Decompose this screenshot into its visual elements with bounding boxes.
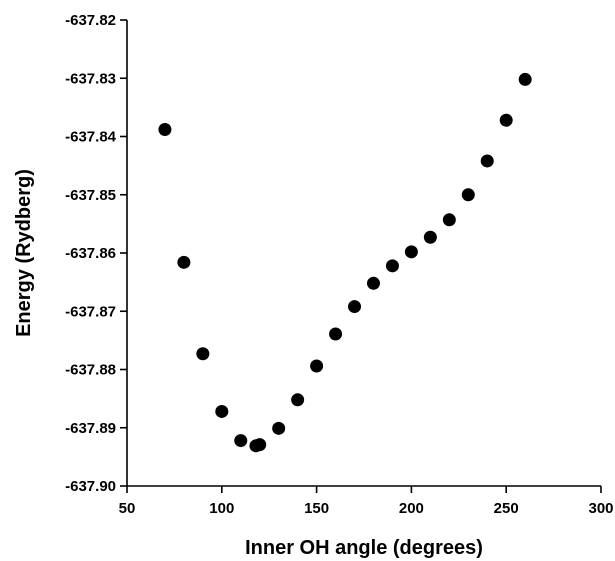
data-point <box>177 255 191 269</box>
data-point <box>196 347 210 361</box>
x-tick-label: 200 <box>399 500 424 517</box>
data-point <box>404 245 418 259</box>
data-point <box>499 113 513 127</box>
y-tick-label: -637.90 <box>65 478 116 495</box>
data-point <box>158 123 172 137</box>
data-points <box>158 72 532 453</box>
data-point <box>272 421 286 435</box>
data-point <box>310 359 324 373</box>
x-tick-label: 100 <box>209 500 234 517</box>
y-tick-label: -637.84 <box>65 129 117 146</box>
x-axis-title: Inner OH angle (degrees) <box>245 537 483 559</box>
y-tick-label: -637.88 <box>65 362 116 379</box>
y-tick-label: -637.86 <box>65 245 116 262</box>
x-tick-label: 300 <box>588 500 613 517</box>
data-point <box>480 154 494 168</box>
data-point <box>385 259 399 273</box>
data-point <box>291 393 305 407</box>
y-tick-label: -637.85 <box>65 187 116 204</box>
y-tick-label: -637.83 <box>65 70 116 87</box>
x-tick-label: 250 <box>494 500 519 517</box>
y-axis-title: Energy (Rydberg) <box>13 169 35 337</box>
y-tick-label: -637.87 <box>65 303 116 320</box>
data-point <box>366 276 380 290</box>
data-point <box>518 72 532 86</box>
data-point <box>234 434 248 448</box>
data-point <box>442 213 456 227</box>
x-tick-label: 50 <box>119 500 136 517</box>
y-tick-label: -637.89 <box>65 420 116 437</box>
data-point <box>423 230 437 244</box>
data-point <box>215 404 229 418</box>
x-axis-ticks: 50 100 150 200 250 300 <box>119 486 614 517</box>
data-point <box>348 300 362 314</box>
data-point <box>329 327 343 341</box>
data-point <box>253 438 267 452</box>
y-axis-ticks: -637.82 -637.83 -637.84 -637.85 -637.86 -637.… <box>65 12 127 495</box>
plot-area: 50 100 150 200 250 300 -637.82-637.83-637.84-… <box>65 12 613 517</box>
y-tick-label: -637.82 <box>65 12 116 29</box>
data-point <box>461 188 475 202</box>
x-tick-label: 150 <box>304 500 329 517</box>
